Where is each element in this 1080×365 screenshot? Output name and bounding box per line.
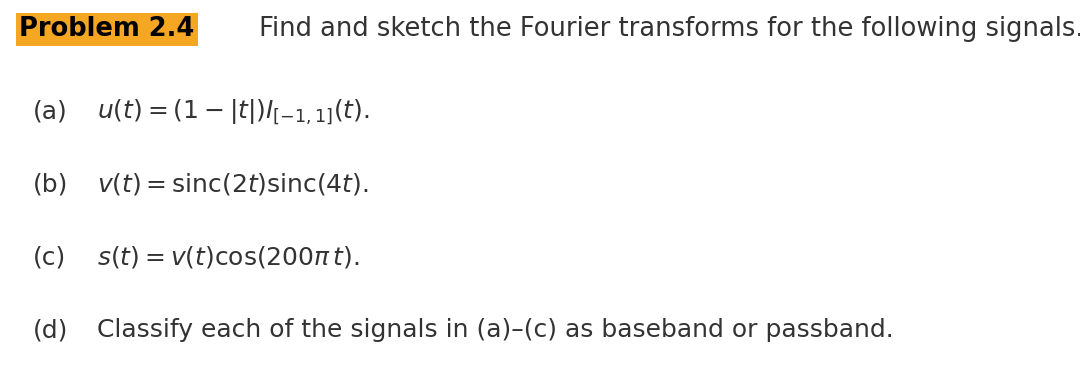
Text: (d): (d) xyxy=(32,318,68,342)
Text: Find and sketch the Fourier transforms for the following signals.: Find and sketch the Fourier transforms f… xyxy=(251,16,1080,42)
Text: $u(t) = (1 - |t|)I_{[-1,1]}(t).$: $u(t) = (1 - |t|)I_{[-1,1]}(t).$ xyxy=(97,97,370,126)
Text: (c): (c) xyxy=(32,245,66,269)
Text: (a): (a) xyxy=(32,99,67,123)
Text: $v(t) = \mathrm{sinc}(2t)\mathrm{sinc}(4t).$: $v(t) = \mathrm{sinc}(2t)\mathrm{sinc}(4… xyxy=(97,171,368,197)
Text: Classify each of the signals in (a)–(c) as baseband or passband.: Classify each of the signals in (a)–(c) … xyxy=(97,318,894,342)
Text: Problem 2.4: Problem 2.4 xyxy=(19,16,194,42)
Text: (b): (b) xyxy=(32,172,68,196)
Text: $s(t) = v(t)\cos(200\pi\,t).$: $s(t) = v(t)\cos(200\pi\,t).$ xyxy=(97,244,360,270)
